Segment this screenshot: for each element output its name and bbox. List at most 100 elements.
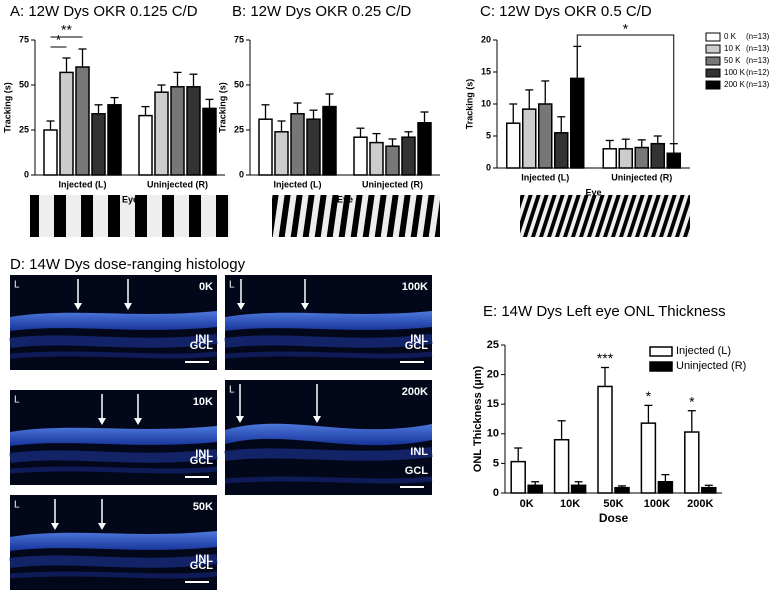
bar <box>666 152 681 169</box>
legend-swatch <box>649 346 673 357</box>
arrow-head <box>124 303 132 310</box>
gcl-label: GCL <box>190 560 214 572</box>
legend-n: (n=13) <box>746 56 770 65</box>
y-tick-label: 75 <box>234 34 244 44</box>
inl-label: INL <box>195 333 213 345</box>
bar <box>614 486 630 494</box>
bar <box>527 484 543 494</box>
arrow-head <box>74 303 82 310</box>
arrow-head <box>313 416 321 423</box>
bar <box>684 431 700 494</box>
y-tick-label: 0 <box>24 169 29 179</box>
legend-swatch <box>705 56 721 66</box>
bar <box>602 148 617 169</box>
bar <box>369 141 384 176</box>
side-label: L <box>14 500 20 511</box>
legend-label: 0 K <box>724 32 737 41</box>
legend-swatch <box>705 80 721 90</box>
gcl-label: GCL <box>190 340 214 352</box>
y-tick-label: 15 <box>481 66 491 76</box>
inl-label: INL <box>195 448 213 460</box>
bar <box>657 481 674 494</box>
significance-label: *** <box>597 350 614 366</box>
chart-title: C: 12W Dys OKR 0.5 C/D <box>480 3 652 20</box>
bar <box>170 86 185 176</box>
bar <box>634 146 649 169</box>
x-tick-label: Uninjected (R) <box>147 179 208 189</box>
legend-label: 200 K <box>724 80 746 89</box>
bar <box>650 142 665 169</box>
bar <box>553 438 570 494</box>
inl-label: INL <box>410 333 428 345</box>
side-label: L <box>229 385 235 396</box>
legend-swatch <box>705 44 721 54</box>
arrow-head <box>98 523 106 530</box>
y-tick-label: 10 <box>481 98 491 108</box>
inl-label: INL <box>410 446 428 458</box>
side-label: L <box>229 280 235 291</box>
onl-band <box>10 311 217 331</box>
arrow-head <box>134 418 142 425</box>
x-axis-label: Eye <box>122 194 138 204</box>
bar <box>258 118 273 176</box>
y-tick-label: 25 <box>234 124 244 134</box>
legend-n: (n=13) <box>746 32 770 41</box>
y-tick-label: 25 <box>19 124 29 134</box>
gcl-label: GCL <box>405 465 429 477</box>
legend-swatch <box>705 32 721 42</box>
legend-label: 50 K <box>724 56 741 65</box>
dose-label: 200K <box>402 386 428 398</box>
arrow-head <box>51 523 59 530</box>
y-axis-label: ONL Thickness (µm) <box>472 365 484 472</box>
bar <box>597 385 613 494</box>
bar <box>43 129 58 176</box>
y-tick-label: 20 <box>481 34 491 44</box>
y-tick-label: 5 <box>486 130 491 140</box>
bar <box>510 460 526 494</box>
legend-label: Injected (L) <box>676 345 731 357</box>
legend-n: (n=13) <box>746 44 770 53</box>
grating-image <box>30 195 230 237</box>
onl-band <box>10 426 217 446</box>
legend-label: Uninjected (R) <box>676 360 746 372</box>
inl-band <box>9 554 218 568</box>
significance-label: ** <box>61 22 72 38</box>
legend-n: (n=12) <box>746 68 770 77</box>
legend-n: (n=13) <box>746 80 770 89</box>
chart-title: B: 12W Dys OKR 0.25 C/D <box>232 3 411 20</box>
bar <box>107 104 122 176</box>
onl-band <box>10 531 217 551</box>
bar <box>186 86 201 176</box>
gcl-band <box>9 466 218 474</box>
y-tick-label: 25 <box>487 339 499 351</box>
y-axis-label: Tracking (s) <box>2 82 12 133</box>
x-tick-label: 100K <box>644 498 670 510</box>
bar <box>154 91 169 176</box>
arrow-head <box>237 303 245 310</box>
arrow-head <box>236 416 244 423</box>
x-tick-label: Injected (L) <box>58 179 106 189</box>
significance-label: * <box>56 32 62 48</box>
gcl-label: GCL <box>405 340 429 352</box>
x-tick-label: Injected (L) <box>273 179 321 189</box>
legend-label: 10 K <box>724 44 741 53</box>
x-tick-label: Uninjected (R) <box>362 179 423 189</box>
bar <box>322 105 337 176</box>
bar <box>538 103 553 169</box>
legend-swatch <box>705 68 721 78</box>
grating-image <box>520 195 690 237</box>
onl-band <box>225 311 432 331</box>
y-tick-label: 20 <box>487 369 499 381</box>
bar <box>570 484 587 494</box>
side-label: L <box>14 280 20 291</box>
y-tick-label: 50 <box>19 79 29 89</box>
significance-label: * <box>689 393 695 409</box>
significance-label: * <box>646 388 652 404</box>
x-tick-label: 0K <box>520 498 534 510</box>
significance-bracket <box>576 34 675 144</box>
bar <box>274 131 289 176</box>
inl-band <box>9 449 218 463</box>
gcl-band <box>9 351 218 359</box>
bar <box>138 114 153 176</box>
